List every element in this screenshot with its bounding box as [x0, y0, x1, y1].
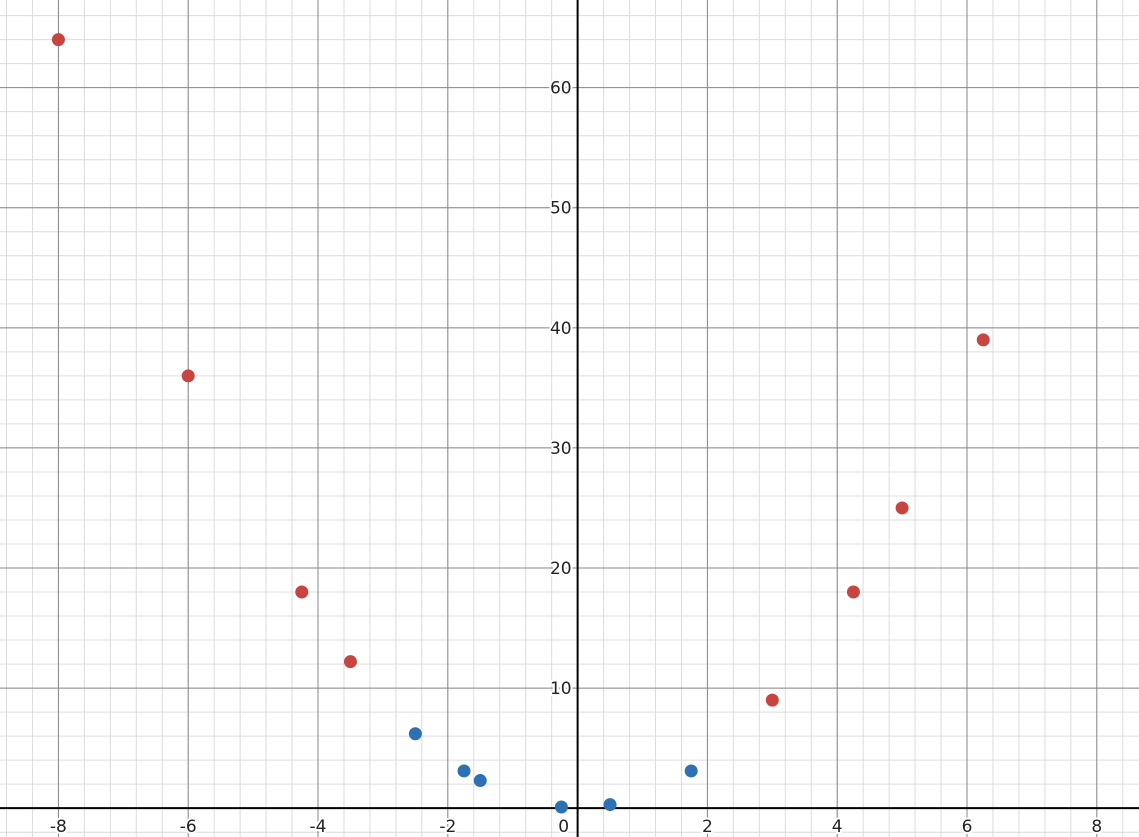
x-tick-label: -2: [439, 817, 456, 837]
data-point-series-1: [765, 693, 779, 707]
x-tick-label: 4: [832, 817, 843, 837]
x-tick-label: -6: [180, 817, 197, 837]
data-point-series-1: [846, 585, 860, 599]
data-point-series-1: [343, 655, 357, 669]
x-tick-label-halo: -8: [50, 817, 67, 837]
data-point-series-1: [51, 33, 65, 47]
x-tick-label-halo: 6: [962, 817, 973, 837]
y-tick-label: 40: [550, 319, 572, 339]
data-point-series-1: [295, 585, 309, 599]
y-tick-label-halo: 10: [550, 679, 572, 699]
data-point-series-2: [408, 727, 422, 741]
x-tick-label: 0: [558, 817, 569, 837]
x-tick-label-halo: -6: [180, 817, 197, 837]
y-tick-label-halo: 50: [550, 199, 572, 219]
data-points: [51, 33, 990, 814]
y-tick-label: 20: [550, 559, 572, 579]
y-tick-label: 60: [550, 79, 572, 99]
x-tick-label-halo: -4: [310, 817, 327, 837]
x-tick-label: -4: [310, 817, 327, 837]
data-point-series-1: [976, 333, 990, 347]
data-point-series-1: [895, 501, 909, 515]
data-point-series-2: [473, 774, 487, 788]
x-tick-label-halo: 8: [1091, 817, 1102, 837]
x-tick-label: 6: [962, 817, 973, 837]
x-tick-label-halo: 2: [702, 817, 713, 837]
x-tick-label: 2: [702, 817, 713, 837]
data-point-series-2: [554, 800, 568, 814]
y-tick-label-halo: 40: [550, 319, 572, 339]
data-point-series-1: [181, 369, 195, 383]
y-tick-label-halo: 60: [550, 79, 572, 99]
x-tick-label: 8: [1091, 817, 1102, 837]
data-point-series-2: [603, 798, 617, 812]
data-point-series-2: [457, 764, 471, 778]
y-tick-label: 10: [550, 679, 572, 699]
x-tick-label: -8: [50, 817, 67, 837]
y-tick-label-halo: 30: [550, 439, 572, 459]
y-tick-label: 30: [550, 439, 572, 459]
x-tick-label-halo: -2: [439, 817, 456, 837]
data-point-series-2: [684, 764, 698, 778]
x-tick-label-halo: 4: [832, 817, 843, 837]
tick-labels: -8-8 -6-6 -4-4 -2-2 00 22 44 66 8810102020303040…: [48, 77, 1104, 837]
x-tick-label-halo: 0: [558, 817, 569, 837]
y-tick-label-halo: 20: [550, 559, 572, 579]
y-tick-label: 50: [550, 199, 572, 219]
